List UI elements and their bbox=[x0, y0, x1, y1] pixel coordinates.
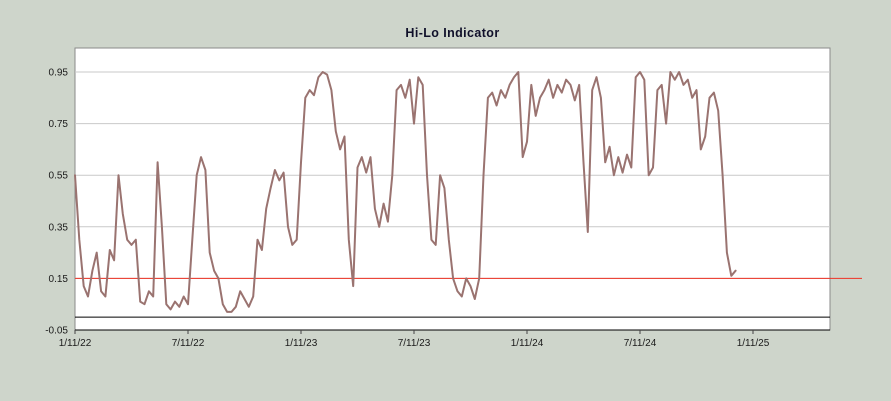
x-tick-label: 1/11/23 bbox=[285, 338, 318, 349]
chart-title: Hi-Lo Indicator bbox=[405, 26, 500, 40]
y-tick-label: 0.95 bbox=[49, 67, 69, 78]
y-tick-label: -0.05 bbox=[45, 326, 68, 337]
x-tick-label: 7/11/23 bbox=[398, 338, 431, 349]
y-tick-label: 0.55 bbox=[49, 171, 69, 182]
y-tick-label: 0.35 bbox=[49, 222, 69, 233]
y-tick-label: 0.15 bbox=[49, 274, 69, 285]
x-tick-label: 1/11/25 bbox=[737, 338, 770, 349]
x-tick-label: 1/11/24 bbox=[511, 338, 544, 349]
x-tick-label: 7/11/24 bbox=[624, 338, 657, 349]
hilo-series-line bbox=[74, 71, 737, 313]
y-tick-label: 0.75 bbox=[49, 119, 69, 130]
x-tick-label: 7/11/22 bbox=[172, 338, 205, 349]
x-tick-label: 1/11/22 bbox=[59, 338, 92, 349]
plot-area bbox=[74, 47, 831, 331]
